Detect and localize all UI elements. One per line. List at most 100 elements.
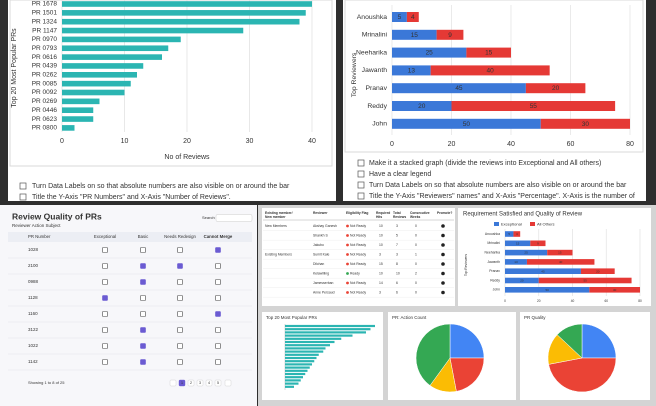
checkbox[interactable]	[140, 311, 146, 317]
legend-swatch	[494, 222, 499, 226]
reviewer-name: Akshay Ganesh	[313, 224, 337, 228]
checkbox[interactable]	[177, 311, 183, 317]
checkbox[interactable]	[215, 311, 221, 317]
column-header: Eligibility Flag	[346, 211, 368, 215]
bar	[285, 328, 371, 331]
checkbox[interactable]	[357, 181, 365, 189]
checkbox[interactable]	[102, 327, 108, 333]
data-label: 30	[582, 121, 590, 128]
bar	[285, 337, 342, 340]
flag-dot	[346, 272, 349, 275]
column-header: PR Number	[28, 234, 51, 239]
checkbox[interactable]	[215, 359, 221, 365]
bar	[62, 98, 100, 105]
total-reviews: 5	[396, 233, 398, 237]
checkbox[interactable]	[177, 327, 183, 333]
required-hits: 3	[379, 252, 381, 256]
checkbox[interactable]	[215, 279, 221, 285]
checkbox[interactable]	[102, 263, 108, 269]
checkbox[interactable]	[177, 295, 183, 301]
member-group: Existing Members	[265, 252, 292, 256]
checkbox[interactable]	[177, 247, 183, 253]
promote-icon	[441, 262, 445, 266]
reviewer-name: Jamesserban	[313, 281, 333, 285]
eligibility-flag: Not Ready	[350, 281, 366, 285]
required-hits: 10	[379, 271, 383, 275]
bar-segment	[580, 268, 615, 274]
y-tick-label: Mrinalini	[487, 241, 500, 245]
flag-dot	[346, 234, 349, 237]
consecutive-weeks: 0	[415, 281, 417, 285]
checkbox[interactable]	[140, 295, 146, 301]
y-tick-label: Jawanth	[487, 260, 500, 264]
checkbox[interactable]	[140, 279, 146, 285]
legend-swatch	[530, 222, 535, 226]
data-label: 30	[613, 288, 617, 292]
checkbox[interactable]	[177, 359, 183, 365]
x-tick-label: 20	[537, 299, 541, 303]
checkbox[interactable]	[357, 159, 365, 167]
column-header: Promote?	[437, 211, 452, 215]
checkbox[interactable]	[102, 247, 108, 253]
checkbox[interactable]	[140, 359, 146, 365]
checkbox[interactable]	[102, 311, 108, 317]
bar-segment	[430, 65, 550, 76]
promote-icon	[441, 243, 445, 247]
checkbox[interactable]	[140, 327, 146, 333]
checkbox[interactable]	[215, 247, 221, 253]
checkbox[interactable]	[102, 279, 108, 285]
checkbox[interactable]	[177, 279, 183, 285]
checkbox[interactable]	[102, 343, 108, 349]
page-button[interactable]	[187, 379, 195, 387]
checkbox[interactable]	[102, 359, 108, 365]
y-tick-label: PR 0085	[32, 80, 58, 87]
data-label: 9	[448, 32, 452, 39]
checkbox[interactable]	[102, 295, 108, 301]
bar-segment	[589, 287, 640, 293]
bar-segment	[530, 240, 546, 247]
checkbox[interactable]	[215, 343, 221, 349]
bar-segment	[505, 259, 527, 265]
flag-dot	[346, 291, 349, 294]
checkbox[interactable]	[357, 192, 365, 200]
reviewer-name: Anne Persaud	[313, 290, 335, 294]
page-button[interactable]	[224, 379, 232, 387]
checkbox[interactable]	[215, 327, 221, 333]
eligibility-flag: Ready	[350, 271, 360, 275]
checkbox[interactable]	[177, 343, 183, 349]
data-label: 13	[514, 260, 518, 264]
data-label: 9	[537, 241, 539, 245]
consecutive-weeks: 0	[415, 233, 417, 237]
promote-icon	[441, 252, 445, 257]
page-button[interactable]	[169, 379, 177, 387]
flag-dot	[346, 253, 349, 256]
page-button[interactable]	[214, 379, 222, 387]
page-button[interactable]	[178, 379, 186, 387]
bar	[285, 344, 330, 347]
checkbox[interactable]	[215, 295, 221, 301]
checkbox[interactable]	[140, 247, 146, 253]
data-label: 4	[516, 232, 518, 236]
page-button[interactable]	[205, 379, 213, 387]
search-box[interactable]	[215, 214, 253, 222]
bar	[285, 324, 375, 328]
bar-segment	[392, 29, 437, 40]
checkbox[interactable]	[19, 182, 27, 190]
x-axis-title: No of Reviews	[164, 154, 210, 161]
page-button[interactable]	[196, 379, 204, 387]
checkbox[interactable]	[215, 263, 221, 269]
x-tick-label: 0	[60, 138, 64, 145]
checkbox[interactable]	[177, 263, 183, 269]
data-label: 20	[418, 103, 426, 110]
checkbox[interactable]	[140, 343, 146, 349]
reviewer-name: Sumit Kale	[313, 252, 330, 256]
checkbox[interactable]	[357, 170, 365, 178]
checkbox[interactable]	[140, 263, 146, 269]
consecutive-weeks: 2	[415, 271, 417, 275]
column-header: New member	[265, 215, 286, 219]
data-label: 25	[524, 251, 528, 255]
checkbox[interactable]	[19, 193, 27, 201]
total-reviews: 8	[396, 262, 398, 266]
y-tick-label: PR 0439	[32, 63, 58, 70]
